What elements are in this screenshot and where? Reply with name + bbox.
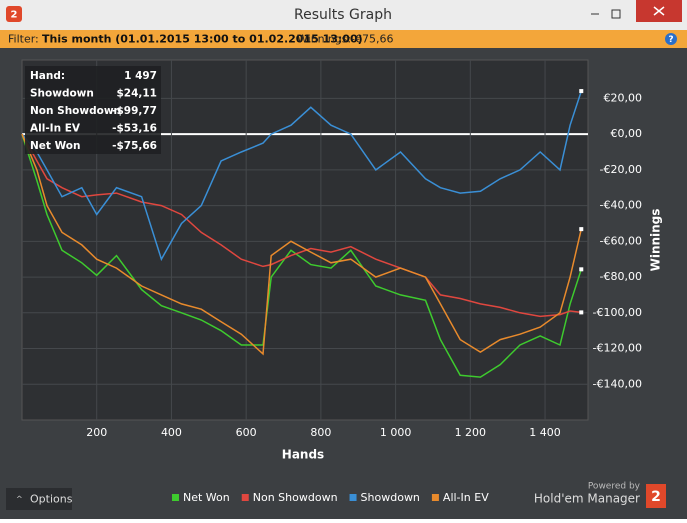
x-tick-label: 1 200 <box>455 426 487 439</box>
legend-label: Net Won <box>183 491 230 504</box>
y-tick-label: -€20,00 <box>600 163 642 176</box>
x-tick-label: 200 <box>86 426 107 439</box>
options-caret: ^ <box>16 495 23 504</box>
lines <box>21 89 584 378</box>
y-tick-label: -€80,00 <box>600 270 642 283</box>
legend: Net Won Non Showdown Showdown All-In EV <box>172 491 489 504</box>
options-button[interactable] <box>6 488 72 510</box>
x-tick-label: 600 <box>236 426 257 439</box>
app-icon <box>6 6 22 22</box>
legend-swatch <box>241 494 249 501</box>
end-marker <box>579 89 584 94</box>
info-background <box>25 66 161 154</box>
y-tick-label: -€120,00 <box>593 342 642 355</box>
end-marker <box>579 310 584 315</box>
winnings-label: Winnings: <box>297 33 351 46</box>
info-label: Non Showdown <box>30 105 121 117</box>
legend-swatch <box>349 494 357 501</box>
end-marker <box>579 267 584 272</box>
info-value: -$53,16 <box>112 123 157 135</box>
series-line <box>21 133 583 356</box>
y-tick-label: €20,00 <box>604 91 643 104</box>
winnings-value: -€75,66 <box>351 33 393 46</box>
info-value: -$99,77 <box>112 105 157 117</box>
title-bar <box>0 0 687 30</box>
info-label: Net Won <box>30 140 80 152</box>
info-value: 1 497 <box>124 70 157 82</box>
x-tick-label: 1 000 <box>380 426 412 439</box>
x-axis-label: Hands <box>282 448 324 462</box>
legend-label: All-In EV <box>443 491 489 504</box>
legend-swatch <box>431 494 439 501</box>
end-marker <box>579 227 584 232</box>
info-label: Showdown <box>30 88 94 100</box>
y-tick-label: -€60,00 <box>600 234 642 247</box>
help-button[interactable] <box>665 33 677 45</box>
legend-label: Showdown <box>361 491 420 504</box>
window-title: Results Graph <box>294 7 392 23</box>
filter-bar <box>0 30 687 48</box>
brand-name: Hold'em Manager <box>534 492 640 506</box>
y-axis-label: Winnings <box>649 209 663 272</box>
y-tick-label: -€100,00 <box>593 306 642 319</box>
y-tick-label: €0,00 <box>611 127 643 140</box>
brand-logo-text: 2 <box>651 489 661 505</box>
filter-period: This month (01.01.2015 13:00 to 01.02.20… <box>42 33 363 46</box>
series-line <box>21 133 582 318</box>
legend-label: Non Showdown <box>253 491 338 504</box>
info-value: -$75,66 <box>112 140 157 152</box>
x-tick-label: 1 400 <box>529 426 561 439</box>
powered-by: Powered by <box>588 482 641 492</box>
legend-swatch <box>172 494 179 501</box>
app-icon-text: 2 <box>11 10 18 21</box>
filter-label: Filter: <box>8 33 39 46</box>
info-label: All-In EV <box>30 123 81 135</box>
info-value: $24,11 <box>116 88 157 100</box>
series-line <box>21 90 583 262</box>
maximize-button[interactable] <box>611 9 621 19</box>
x-tick-label: 800 <box>310 426 331 439</box>
brand-logo <box>646 484 666 508</box>
series-line <box>21 133 583 378</box>
help-text: ? <box>668 35 673 45</box>
close-icon <box>653 6 665 16</box>
y-tick-label: -€140,00 <box>593 377 642 390</box>
options-text: Options <box>30 493 73 506</box>
x-tick-label: 400 <box>161 426 182 439</box>
info-label: Hand: <box>30 70 65 82</box>
info-box: Hand: 1 497 Showdown $24,11 Non Showdown-$99… <box>25 66 161 154</box>
y-tick-label: -€40,00 <box>600 199 642 212</box>
